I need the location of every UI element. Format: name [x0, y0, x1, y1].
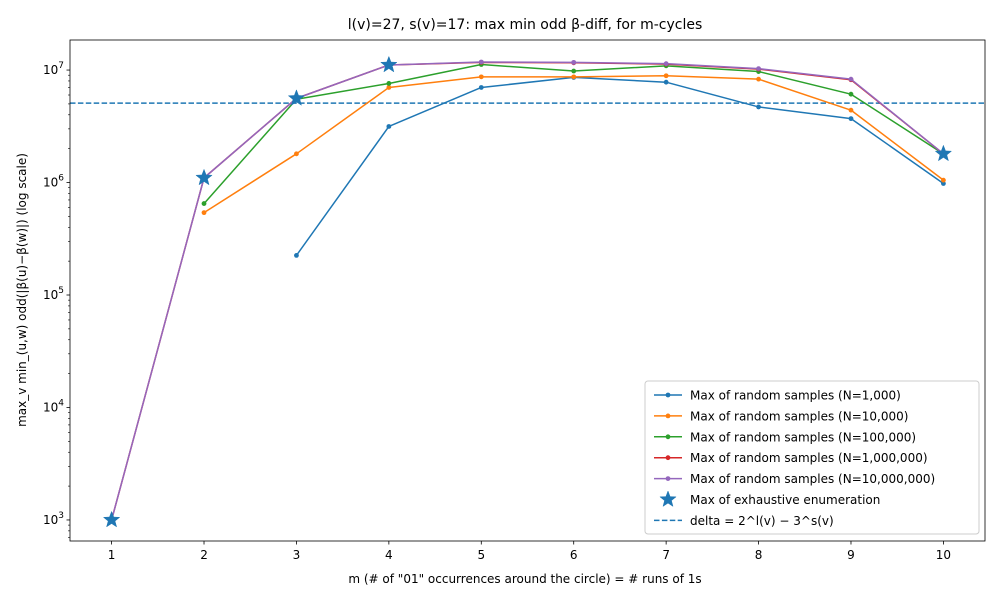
series-2-point — [848, 107, 854, 113]
series-2-point — [756, 76, 761, 82]
x-tick-label: 7 — [662, 548, 670, 562]
series-1-point — [941, 181, 946, 186]
series-2-point — [386, 85, 392, 90]
series-3-point — [571, 68, 577, 74]
legend: Max of random samples (N=1,000) Max of ra… — [644, 380, 980, 535]
series-line-1 — [295, 76, 944, 256]
legend-label: Max of random samples (N=1,000,000) — [690, 451, 928, 465]
legend-label: Max of random samples (N=100,000) — [690, 430, 916, 444]
series-3-point — [201, 201, 207, 206]
series-1-point — [756, 104, 761, 110]
series-5-point — [756, 66, 761, 72]
legend-label: Max of exhaustive enumeration — [690, 493, 880, 507]
series-1-point — [386, 124, 392, 129]
y-tick-label: 104 — [43, 398, 64, 414]
legend-swatch-marker — [665, 434, 671, 440]
series-5-point — [571, 59, 577, 65]
exhaustive-star-marker — [380, 55, 398, 73]
legend-swatch-marker — [665, 476, 671, 481]
series-2-point — [294, 151, 299, 157]
legend-label: Max of random samples (N=10,000) — [690, 409, 908, 423]
exhaustive-star-marker — [195, 168, 213, 186]
series-1-point — [478, 85, 484, 90]
x-tick-label: 6 — [570, 548, 578, 562]
y-tick-label: 103 — [43, 511, 64, 527]
exhaustive-star-marker — [934, 144, 953, 162]
legend-swatch-marker — [665, 413, 671, 419]
exhaustive-star-marker — [287, 89, 306, 106]
legend-label: Max of random samples (N=1,000) — [690, 389, 901, 403]
exhaustive-star-marker — [102, 510, 121, 528]
plot-area: 103 104 105 106 107 1 2 3 4 5 6 7 8 9 10 — [43, 39, 986, 562]
series-1-point — [663, 79, 669, 85]
series-1-point — [848, 116, 854, 122]
series-1-point — [294, 252, 299, 258]
y-axis-label: max_v min_(u,w) odd(|β(u)−β(w)|) (log sc… — [15, 153, 29, 427]
legend-label: Max of random samples (N=10,000,000) — [690, 472, 935, 486]
x-tick-label: 5 — [477, 548, 485, 562]
y-tick-label: 106 — [43, 174, 64, 190]
x-tick-label: 8 — [755, 548, 763, 562]
series-2-point — [201, 210, 207, 216]
x-tick-label: 9 — [847, 548, 855, 562]
x-tick-label: 1 — [108, 548, 116, 562]
legend-swatch-star — [659, 490, 677, 507]
x-tick-label: 4 — [385, 548, 393, 562]
legend-box — [644, 380, 980, 535]
series-3-point — [848, 91, 854, 97]
series-2-point — [941, 177, 946, 183]
series-2-point — [663, 73, 669, 79]
series-5-point — [663, 61, 669, 67]
chart-title: l(v)=27, s(v)=17: max min odd β-diff, fo… — [348, 17, 703, 33]
x-tick-label: 2 — [200, 548, 208, 562]
series-2-point — [571, 74, 577, 80]
series-3-point — [386, 81, 392, 86]
series-5-point — [478, 59, 484, 65]
series-2-point — [478, 74, 484, 80]
legend-swatch-marker — [665, 392, 671, 398]
x-axis-label: m (# of "01" occurrences around the circ… — [348, 572, 701, 586]
series-5-point — [848, 76, 854, 82]
series-line-5 — [110, 61, 944, 521]
plot-frame — [69, 39, 986, 542]
legend-label: delta = 2^l(v) − 3^s(v) — [690, 514, 834, 528]
y-tick-label: 107 — [43, 61, 64, 77]
x-tick-label: 10 — [936, 548, 951, 562]
x-tick-label: 3 — [293, 548, 301, 562]
y-tick-label: 105 — [43, 286, 64, 302]
legend-swatch-marker — [665, 455, 671, 461]
